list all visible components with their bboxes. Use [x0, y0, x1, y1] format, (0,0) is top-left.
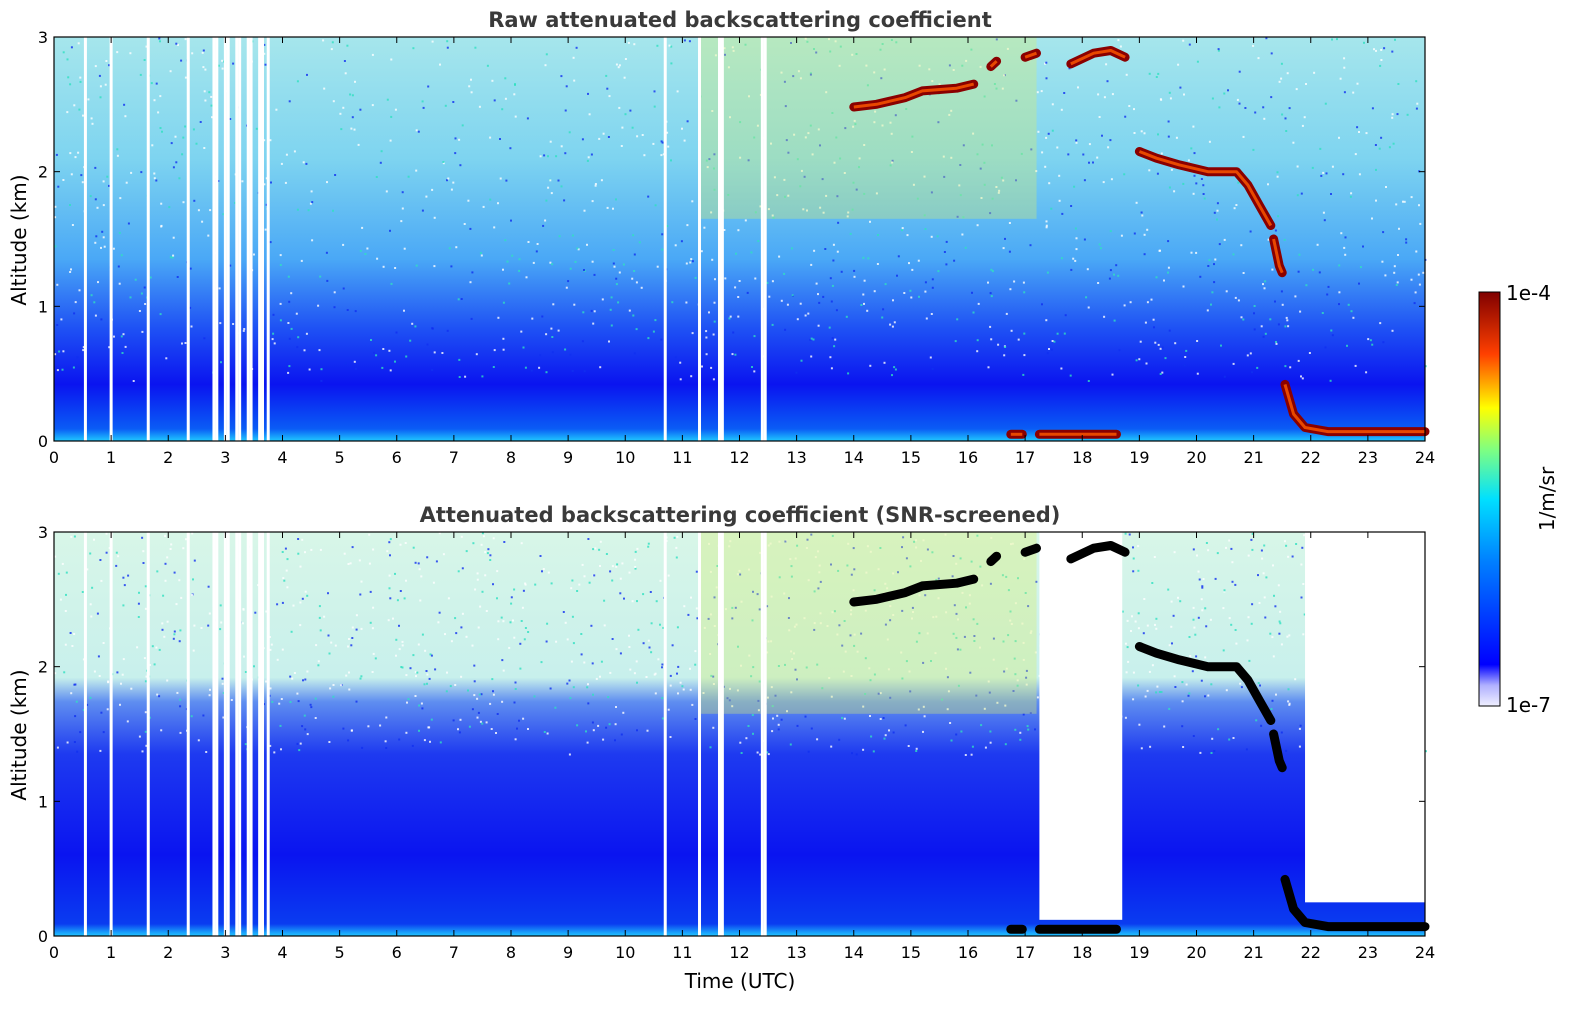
- cloud-layer-e: [1134, 642, 1276, 725]
- y-tick-label: 0: [38, 927, 48, 946]
- x-tick-label: 24: [1415, 943, 1435, 962]
- x-tick-label: 2: [163, 943, 173, 962]
- y-tick-label: 2: [38, 658, 48, 677]
- x-tick-label: 11: [672, 943, 692, 962]
- x-tick-label: 21: [1243, 943, 1263, 962]
- x-tick-label: 13: [786, 943, 806, 962]
- colorbar-gradient: [1478, 291, 1501, 707]
- cloud-layer-c-core: [1024, 51, 1037, 59]
- y-tick-label: 3: [38, 523, 48, 542]
- x-tick-label: 18: [1072, 448, 1092, 467]
- aerosol-band: [699, 532, 1037, 714]
- x-tick-label: 23: [1358, 448, 1378, 467]
- x-tick-label: 0: [49, 943, 59, 962]
- cloud-layer-b-core: [989, 60, 998, 68]
- y-tick-label: 1: [38, 792, 48, 811]
- x-tick-label: 3: [220, 943, 230, 962]
- x-tick-label: 3: [220, 448, 230, 467]
- x-tick-label: 22: [1301, 448, 1321, 467]
- cloud-layer-g: [1280, 874, 1430, 932]
- x-tick-label: 20: [1186, 448, 1206, 467]
- x-tick-label: 11: [672, 448, 692, 467]
- x-tick-label: 19: [1129, 943, 1149, 962]
- aerosol-band: [699, 37, 1037, 219]
- x-tick-label: 8: [506, 448, 516, 467]
- cloud-layer-a-core: [853, 82, 975, 109]
- x-tick-label: 13: [786, 448, 806, 467]
- x-tick-label: 1: [106, 448, 116, 467]
- backscatter-field: [54, 532, 1425, 936]
- y-axis-label-raw: Altitude (km): [7, 174, 31, 305]
- cloud-layer-c: [1020, 543, 1041, 557]
- x-tick-label: 22: [1301, 943, 1321, 962]
- y-axis-label-screened: Altitude (km): [7, 669, 31, 800]
- x-tick-label: 18: [1072, 943, 1092, 962]
- raw-backscatter-plot-area: 0 1 2 3 4 5 6 7 8 9 10 11 12 13 14 15 16 17 18 19 20 21 22 23 24…: [38, 28, 1435, 467]
- cloud-layer-b: [986, 551, 1002, 567]
- x-tick-label: 9: [563, 943, 573, 962]
- colorbar-max-label: 1e-4: [1506, 281, 1551, 305]
- x-tick-label: 14: [844, 448, 864, 467]
- x-axis-label: Time (UTC): [684, 969, 796, 993]
- x-tick-label: 4: [277, 448, 287, 467]
- cloud-layer-g-core: [1283, 383, 1425, 434]
- cloud-layer-a: [849, 574, 979, 607]
- cloud-layer-f: [1269, 729, 1287, 773]
- x-tick-label: 17: [1015, 448, 1035, 467]
- cloud-layer-f-core: [1272, 238, 1284, 274]
- x-tick-label: 8: [506, 943, 516, 962]
- x-tick-label: 17: [1015, 943, 1035, 962]
- screened-backscatter-panel: Attenuated backscattering coefficient (S…: [7, 503, 1435, 993]
- y-tick-label: 3: [38, 28, 48, 47]
- backscatter-field: [54, 37, 1425, 441]
- x-tick-label: 10: [615, 943, 635, 962]
- x-tick-label: 19: [1129, 448, 1149, 467]
- panel-title-raw: Raw attenuated backscattering coefficien…: [488, 8, 992, 32]
- x-tick-label: 12: [729, 943, 749, 962]
- x-tick-label: 15: [901, 943, 921, 962]
- cloud-layer-d-core: [1070, 49, 1126, 66]
- x-tick-label: 23: [1358, 943, 1378, 962]
- colorbar: 1e-4 1e-7 1/m/sr: [1478, 281, 1559, 717]
- x-tick-label: 6: [392, 943, 402, 962]
- x-tick-label: 15: [901, 448, 921, 467]
- panel-title-screened: Attenuated backscattering coefficient (S…: [420, 503, 1061, 527]
- x-tick-label: 5: [335, 448, 345, 467]
- x-tick-label: 14: [844, 943, 864, 962]
- x-tick-label: 9: [563, 448, 573, 467]
- colorbar-min-label: 1e-7: [1506, 693, 1551, 717]
- raw-backscatter-panel: Raw attenuated backscattering coefficien…: [7, 8, 1435, 467]
- x-tick-label: 4: [277, 943, 287, 962]
- y-tick-label: 0: [38, 432, 48, 451]
- x-tick-label: 2: [163, 448, 173, 467]
- x-tick-label: 0: [49, 448, 59, 467]
- cloud-layer-d: [1066, 541, 1130, 564]
- x-tick-label: 21: [1243, 448, 1263, 467]
- x-tick-label: 7: [449, 943, 459, 962]
- screened-region-b: [1305, 532, 1425, 903]
- y-tick-label: 2: [38, 163, 48, 182]
- x-tick-label: 10: [615, 448, 635, 467]
- x-tick-label: 1: [106, 943, 116, 962]
- screened-region-a: [1039, 532, 1123, 920]
- cloud-layer-e-core: [1138, 150, 1273, 227]
- x-tick-label: 7: [449, 448, 459, 467]
- x-tick-label: 16: [958, 448, 978, 467]
- y-tick-label: 1: [38, 297, 48, 316]
- colorbar-unit-label: 1/m/sr: [1535, 466, 1559, 531]
- x-tick-label: 20: [1186, 943, 1206, 962]
- screened-backscatter-plot-area: 0 1 2 3 4 5 6 7 8 9 10 11 12 13 14 15 16 17 18 19 20 21 22 23 24…: [38, 523, 1435, 962]
- x-tick-label: 12: [729, 448, 749, 467]
- x-tick-label: 16: [958, 943, 978, 962]
- x-tick-label: 5: [335, 943, 345, 962]
- x-tick-label: 6: [392, 448, 402, 467]
- x-tick-label: 24: [1415, 448, 1435, 467]
